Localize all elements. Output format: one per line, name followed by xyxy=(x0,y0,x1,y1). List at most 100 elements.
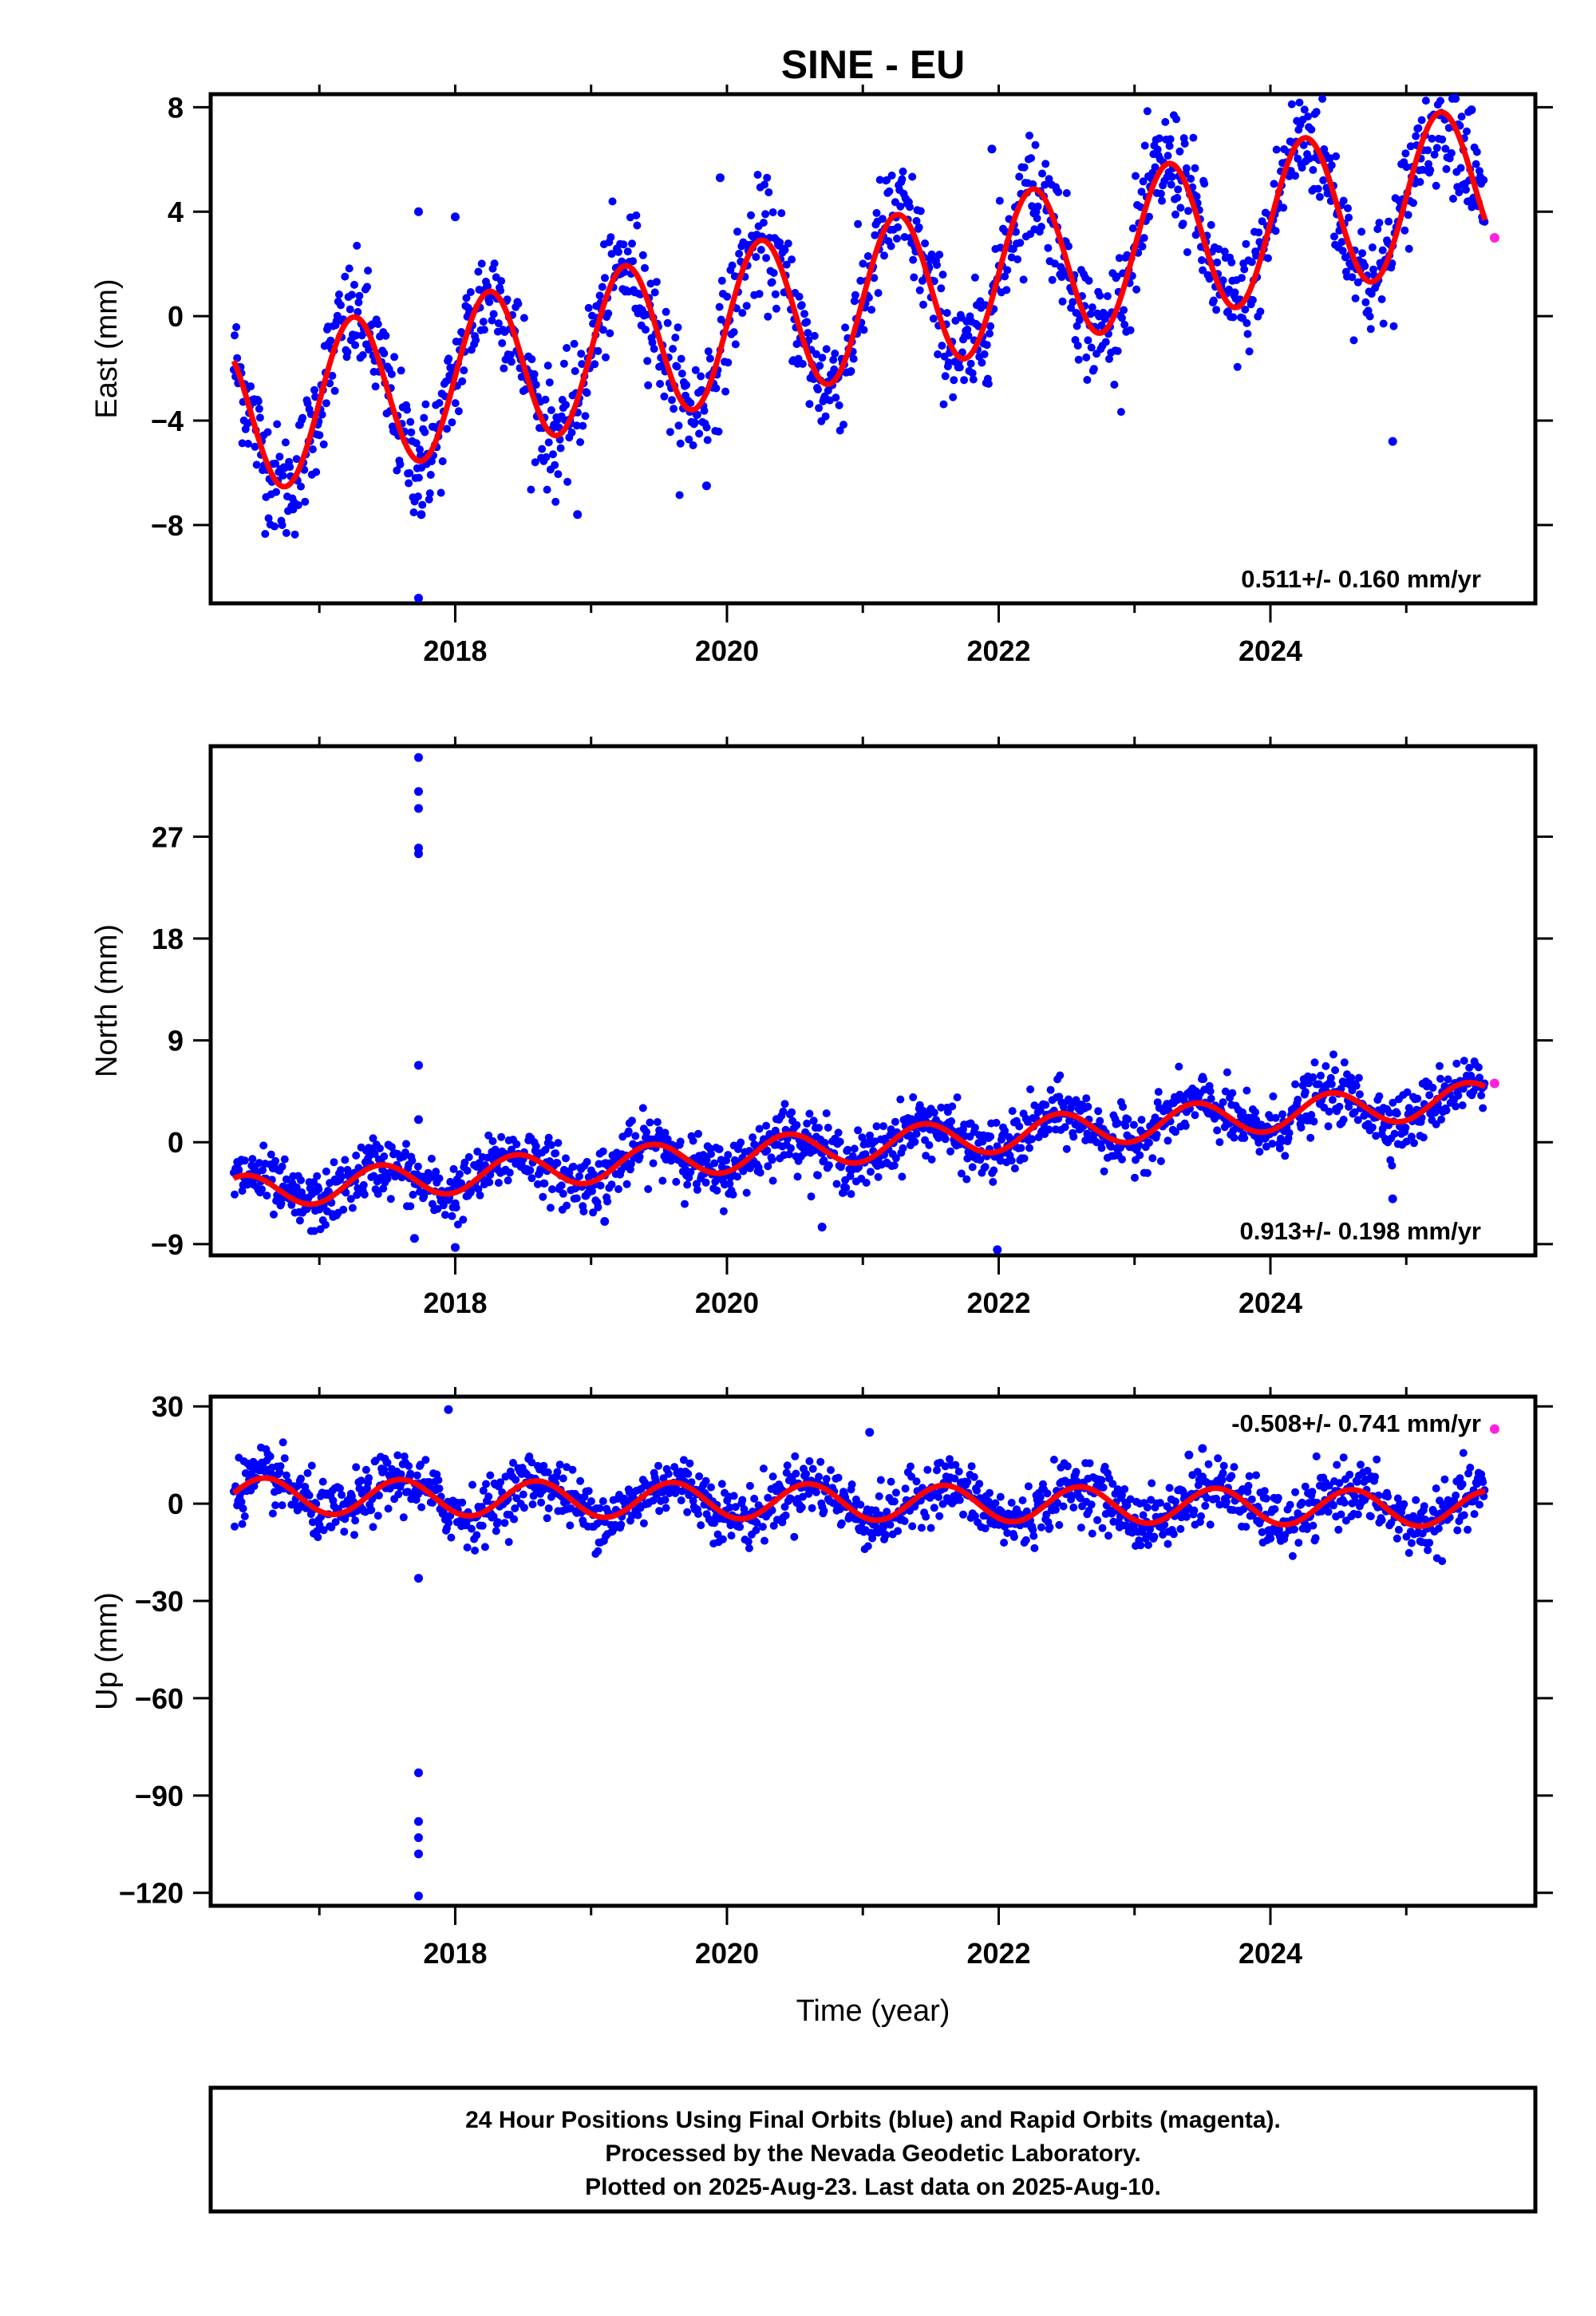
north-data-point xyxy=(1213,1126,1222,1135)
east-data-point xyxy=(598,326,607,334)
north-data-point xyxy=(280,1155,289,1164)
north-data-point xyxy=(822,1109,831,1117)
east-data-point xyxy=(1385,217,1393,226)
east-data-point xyxy=(938,271,947,279)
east-data-point xyxy=(832,393,840,402)
east-data-point xyxy=(251,442,259,451)
east-data-point xyxy=(252,460,261,469)
up-data-point xyxy=(1459,1448,1468,1457)
east-data-point xyxy=(982,341,991,350)
north-data-point xyxy=(1452,1102,1460,1111)
north-data-point xyxy=(820,1156,828,1164)
north-data-point xyxy=(551,1149,560,1158)
east-data-point xyxy=(910,273,918,282)
up-data-point xyxy=(679,1456,688,1464)
east-data-point xyxy=(1048,275,1057,284)
north-data-point xyxy=(1306,1133,1315,1142)
north-rapid-orbit-point xyxy=(1489,1078,1499,1089)
east-data-point xyxy=(425,495,433,504)
east-data-point xyxy=(1139,177,1148,186)
east-data-point xyxy=(308,445,317,453)
up-data-point xyxy=(594,1547,602,1555)
east-data-point xyxy=(371,382,380,391)
east-data-point xyxy=(867,306,876,314)
east-data-point xyxy=(551,460,559,469)
up-data-point xyxy=(486,1471,495,1480)
east-data-point xyxy=(1126,326,1135,334)
north-data-point xyxy=(1097,1144,1106,1152)
up-data-point xyxy=(467,1524,476,1533)
east-data-point xyxy=(1087,343,1096,352)
north-data-point xyxy=(1001,1126,1009,1135)
east-data-point xyxy=(986,322,995,330)
north-data-point xyxy=(1171,1128,1179,1136)
up-data-point xyxy=(1176,1524,1185,1533)
east-data-point xyxy=(298,413,307,422)
east-data-point xyxy=(244,440,252,448)
east-data-point xyxy=(851,290,859,299)
north-data-point xyxy=(1262,1142,1270,1151)
up-data-point xyxy=(863,1542,872,1551)
north-data-point xyxy=(572,1194,581,1203)
up-data-point xyxy=(1165,1484,1174,1492)
east-data-point xyxy=(764,188,773,196)
up-data-point xyxy=(672,1484,681,1493)
north-data-point xyxy=(1375,1092,1384,1101)
east-data-point xyxy=(906,203,914,211)
east-data-point xyxy=(1426,166,1435,175)
up-data-point xyxy=(634,1511,642,1520)
north-data-point xyxy=(554,1139,563,1148)
east-data-point xyxy=(581,412,590,421)
east-data-point xyxy=(705,354,714,363)
east-data-point xyxy=(697,372,705,381)
east-data-point xyxy=(412,439,421,448)
up-data-point xyxy=(1120,1485,1129,1493)
north-data-point xyxy=(1385,1109,1394,1117)
east-data-point xyxy=(1086,310,1095,318)
north-data-point xyxy=(694,1129,702,1138)
east-data-point xyxy=(1174,185,1183,194)
footer-line-1: 24 Hour Positions Using Final Orbits (bl… xyxy=(465,2107,1281,2133)
east-data-point xyxy=(247,382,255,391)
up-data-point xyxy=(1029,1531,1038,1540)
east-data-point xyxy=(984,379,993,388)
north-data-point xyxy=(594,1203,602,1211)
north-model-curve xyxy=(231,1080,1487,1207)
north-data-point xyxy=(1339,1116,1348,1124)
chart-title: SINE - EU xyxy=(781,42,966,87)
north-data-point xyxy=(768,1156,776,1164)
up-data-point xyxy=(750,1494,759,1503)
east-data-point xyxy=(353,241,361,250)
east-data-point xyxy=(652,278,661,287)
north-data-point xyxy=(1082,1094,1091,1103)
east-data-point xyxy=(887,242,895,251)
east-data-point xyxy=(570,339,579,348)
east-data-point xyxy=(1240,265,1249,274)
north-data-point xyxy=(1069,1132,1078,1141)
east-data-point xyxy=(1438,135,1447,144)
up-outlier-point xyxy=(444,1405,453,1414)
up-data-point xyxy=(935,1512,944,1520)
east-data-point xyxy=(477,259,486,268)
east-data-point xyxy=(1339,196,1348,205)
east-outlier-point xyxy=(987,144,997,154)
east-data-point xyxy=(1424,146,1432,155)
east-data-point xyxy=(1020,163,1029,172)
north-data-point xyxy=(1331,1066,1340,1074)
up-data-point xyxy=(1201,1501,1210,1510)
up-data-point xyxy=(670,1463,679,1472)
east-data-point xyxy=(489,310,498,318)
east-data-point xyxy=(1192,192,1201,201)
east-data-point xyxy=(572,421,581,430)
east-data-point xyxy=(1215,245,1223,254)
north-x-tick-label: 2018 xyxy=(423,1286,487,1319)
east-data-point xyxy=(941,372,950,381)
north-data-point xyxy=(453,1220,462,1229)
up-data-point xyxy=(1274,1493,1282,1502)
up-data-point xyxy=(1218,1476,1227,1484)
up-data-point xyxy=(887,1477,895,1486)
north-data-point xyxy=(346,1195,355,1203)
east-data-point xyxy=(633,221,642,230)
east-data-point xyxy=(1225,285,1234,294)
north-data-point xyxy=(898,1172,907,1181)
